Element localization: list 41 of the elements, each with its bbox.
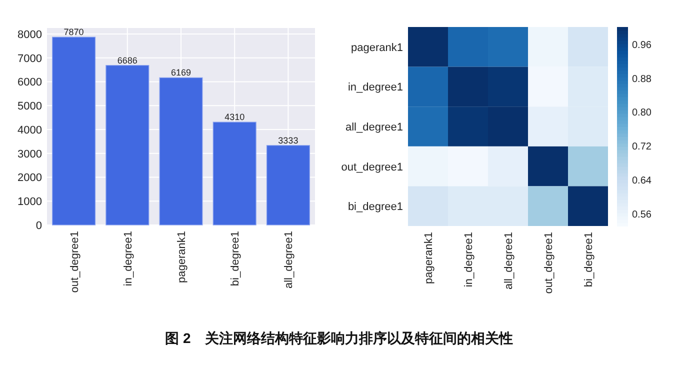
x-tick-label: out_degree1: [543, 232, 555, 294]
color-bar-label: 0.56: [632, 209, 652, 220]
x-tick-label: in_degree1: [463, 232, 475, 288]
y-tick-label: out_degree1: [341, 161, 403, 174]
data-label: 7870: [64, 27, 84, 38]
y-tick-label: 6000: [18, 76, 42, 89]
color-bar-label: 0.72: [632, 142, 652, 153]
data-label: 6686: [117, 55, 138, 66]
y-tick-label: all_degree1: [346, 122, 403, 134]
bar: [52, 36, 96, 226]
data-label: 4310: [224, 112, 245, 122]
y-tick-label: 7000: [18, 52, 42, 65]
color-bar-label: 0.80: [632, 108, 652, 119]
bar: [266, 145, 310, 226]
y-tick-label: in_degree1: [348, 82, 403, 94]
x-tick-label: all_degree1: [503, 232, 515, 290]
color-bar-label: 0.88: [632, 74, 652, 85]
y-tick-label: 3000: [18, 148, 42, 160]
y-tick-label: 4000: [18, 124, 42, 136]
data-label: 3333: [278, 135, 298, 146]
data-label: 6169: [170, 68, 192, 78]
y-tick-label: 8000: [18, 28, 42, 41]
y-tick-label: 1000: [18, 196, 42, 208]
x-tick-label: out_degree1: [68, 231, 81, 293]
x-tick-label: bi_degree1: [583, 232, 595, 288]
x-tick-label: pagerank1: [176, 231, 188, 283]
y-tick-label: 0: [36, 220, 42, 232]
caption: 图 2 关注网络结构特征影响力排序以及特征间的相关性: [165, 330, 513, 346]
bar: [159, 77, 203, 226]
bar: [212, 122, 256, 226]
color-bar-label: 0.96: [632, 40, 652, 51]
y-tick-label: bi_degree1: [348, 201, 403, 214]
x-tick-label: all_degree1: [283, 231, 296, 288]
y-tick-label: 2000: [18, 172, 42, 184]
x-tick-label: pagerank1: [423, 232, 435, 284]
y-tick-label: pagerank1: [351, 42, 403, 54]
bar: [106, 64, 150, 226]
y-tick-label: 5000: [18, 100, 42, 113]
x-tick-label: bi_degree1: [230, 231, 242, 286]
color-bar-label: 0.64: [632, 175, 652, 186]
x-tick-label: in_degree1: [122, 231, 134, 286]
